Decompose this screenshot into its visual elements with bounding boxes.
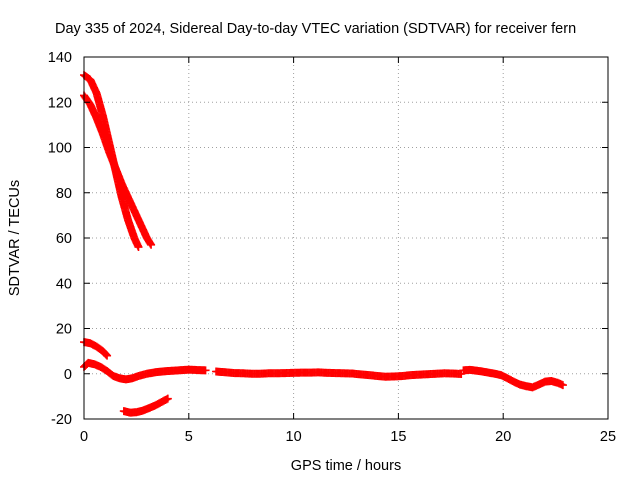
y-tick-label: 140	[48, 50, 72, 66]
y-axis-label: SDTVAR / TECUs	[7, 180, 23, 296]
x-axis-label: GPS time / hours	[291, 458, 401, 474]
series-track-e	[80, 358, 210, 384]
data-point	[102, 350, 111, 359]
x-tick-label: 10	[286, 429, 302, 445]
series-track-c	[80, 338, 112, 360]
grid-lines	[84, 57, 608, 419]
data-point	[101, 349, 110, 358]
y-tick-label: 100	[48, 141, 72, 157]
data-series	[80, 71, 567, 417]
series-track-b	[80, 91, 156, 249]
x-tick-label: 20	[495, 429, 511, 445]
series-track-d	[119, 394, 172, 417]
y-tick-label: 20	[56, 322, 72, 338]
x-tick-label: 0	[80, 429, 88, 445]
series-track-g	[459, 365, 567, 392]
x-tick-label: 5	[185, 429, 193, 445]
y-tick-label: -20	[51, 412, 72, 428]
x-tick-label: 15	[390, 429, 406, 445]
y-tick-label: 120	[48, 95, 72, 111]
x-tick-labels: 0 5 10 15 20 25	[80, 429, 616, 445]
plot-frame	[83, 56, 609, 420]
y-tick-label: 40	[56, 276, 72, 292]
data-point	[163, 394, 172, 403]
data-point	[201, 366, 210, 375]
series-track-f	[212, 367, 466, 381]
y-tick-label: 80	[56, 186, 72, 202]
axis-ticks	[83, 56, 609, 420]
data-point	[134, 243, 143, 252]
x-tick-label: 25	[600, 429, 616, 445]
chart-title: Day 335 of 2024, Sidereal Day-to-day VTE…	[55, 21, 576, 37]
y-tick-label: 0	[64, 367, 72, 383]
data-point	[558, 381, 567, 390]
y-tick-label: 60	[56, 231, 72, 247]
data-point	[103, 351, 112, 360]
y-tick-labels: -20 0 20 40 60 80 100 120 140	[48, 50, 72, 428]
data-point	[147, 240, 156, 249]
